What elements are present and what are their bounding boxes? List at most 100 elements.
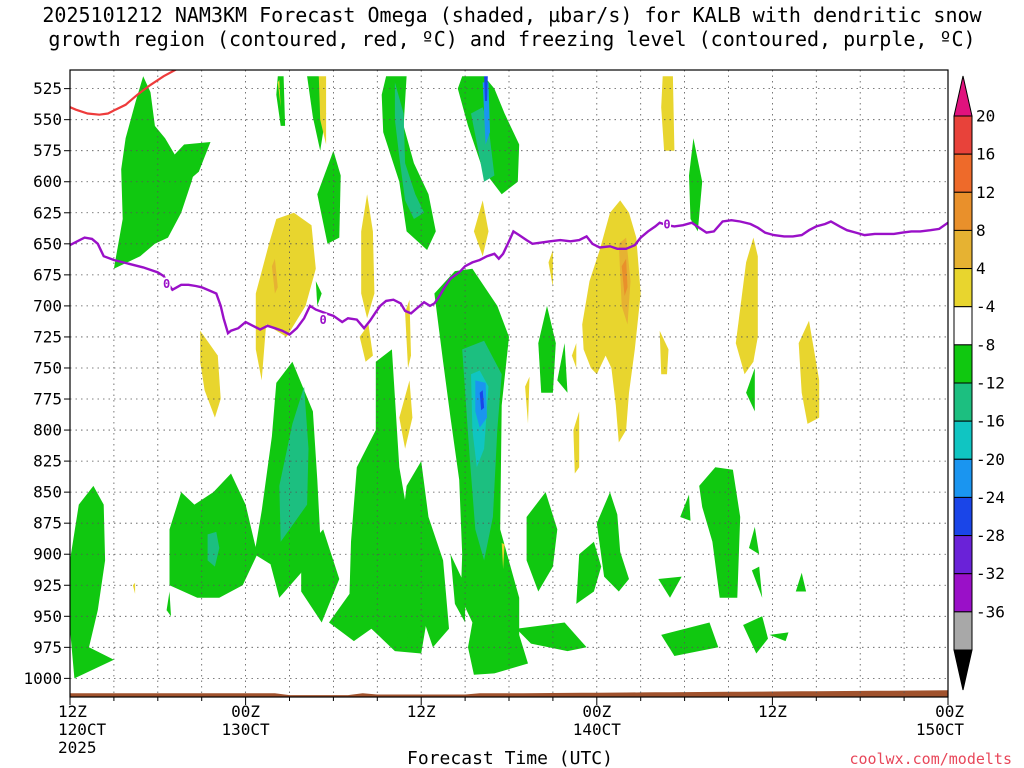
y-tick-label: 600 xyxy=(33,172,62,191)
omega-negative-region xyxy=(166,591,171,617)
y-tick-label: 525 xyxy=(33,79,62,98)
omega-positive-region xyxy=(132,582,136,594)
x-tick-label-time: 00Z xyxy=(582,702,611,721)
chart-title-line-1: 2025101212 NAM3KM Forecast Omega (shaded… xyxy=(42,3,982,27)
freezing-level-contour xyxy=(70,218,948,336)
colorbar-label: -32 xyxy=(976,564,1005,583)
omega-negative-region xyxy=(482,82,490,145)
colorbar-bin xyxy=(953,153,973,193)
omega-positive-region xyxy=(359,324,373,362)
colorbar-bin xyxy=(953,573,973,613)
y-tick-label: 750 xyxy=(33,358,62,377)
colorbar-bin xyxy=(953,496,973,537)
omega-positive-region xyxy=(399,380,413,449)
omega-negative-region xyxy=(689,138,703,232)
x-tick-label-time: 12Z xyxy=(58,702,87,721)
colorbar-bin xyxy=(953,115,973,155)
colorbar-bin xyxy=(953,611,973,651)
colorbar-label: 8 xyxy=(976,221,986,240)
colorbar-label: 12 xyxy=(976,183,995,202)
omega-negative-region xyxy=(484,76,488,101)
x-tick-label-time: 12Z xyxy=(758,702,787,721)
y-tick-label: 800 xyxy=(33,421,62,440)
omega-negative-region xyxy=(538,305,556,393)
y-axis: 525 550 575 600 625 650 675 700 725 750 775 800 825 8… xyxy=(23,79,70,688)
colorbar-label: -16 xyxy=(976,412,1005,431)
y-tick-label: 875 xyxy=(33,514,62,533)
omega-positive-region xyxy=(405,299,411,368)
colorbar-label: 16 xyxy=(976,145,995,164)
omega-negative-region xyxy=(276,76,286,126)
colorbar-bin xyxy=(953,268,973,308)
x-tick-label-date: 120CT xyxy=(58,720,107,739)
omega-negative-region xyxy=(450,554,466,623)
colorbar-label: -20 xyxy=(976,450,1005,469)
omega-negative-region xyxy=(207,531,220,567)
omega-positive-region xyxy=(621,258,628,296)
colorbar-label: -8 xyxy=(976,335,995,354)
omega-negative-region xyxy=(370,430,382,493)
colorbar-bin xyxy=(953,191,973,231)
plot-area: 0 0 0 xyxy=(69,69,949,698)
colorbar-bin xyxy=(953,458,973,498)
colorbar-bin xyxy=(953,382,973,422)
omega-negative-region xyxy=(680,494,691,521)
omega-negative-region xyxy=(329,349,429,654)
omega-negative-region xyxy=(557,343,568,393)
y-tick-label: 625 xyxy=(33,203,62,222)
chart-title-line-2: growth region (contoured, red, ºC) and f… xyxy=(48,27,975,51)
y-tick-label: 850 xyxy=(33,483,62,502)
contour-label-background xyxy=(162,277,171,290)
omega-negative-region xyxy=(317,150,341,244)
omega-shading xyxy=(70,76,820,679)
credit-text: coolwx.com/modelts xyxy=(849,750,1012,768)
contour-lines: 0 0 0 xyxy=(70,70,948,336)
omega-negative-region xyxy=(315,281,322,306)
contour-label-background xyxy=(663,217,672,230)
x-tick-label-time: 00Z xyxy=(231,702,260,721)
y-tick-label: 575 xyxy=(33,141,62,160)
omega-negative-region xyxy=(769,632,789,642)
x-axis-label: Forecast Time (UTC) xyxy=(407,748,613,768)
colorbar-bottom-triangle xyxy=(953,649,973,691)
y-tick-label: 675 xyxy=(33,265,62,284)
omega-negative-region xyxy=(113,76,202,269)
x-tick-label-year: 2025 xyxy=(58,738,97,757)
y-tick-label: 950 xyxy=(33,607,62,626)
freezing-level-label: 0 xyxy=(320,313,327,327)
omega-positive-region xyxy=(473,200,489,257)
colorbar-label: -36 xyxy=(976,602,1005,621)
omega-positive-region xyxy=(525,376,530,424)
x-tick-label-time: 12Z xyxy=(407,702,436,721)
colorbar: 20 16 12 8 4 -4 -8 -12 -16 -20 -24 -28 -32 -36 xyxy=(953,75,1005,691)
omega-negative-region xyxy=(746,368,755,412)
colorbar-bin xyxy=(953,344,973,384)
colorbar-bin xyxy=(953,306,973,346)
colorbar-label: -28 xyxy=(976,526,1005,545)
colorbar-bin xyxy=(953,229,973,270)
omega-negative-region xyxy=(658,576,682,598)
y-tick-label: 650 xyxy=(33,234,62,253)
omega-negative-region xyxy=(795,572,807,592)
omega-negative-region xyxy=(751,566,763,598)
freezing-level-label: 0 xyxy=(163,277,170,291)
y-tick-label: 975 xyxy=(33,638,62,657)
y-tick-label: 900 xyxy=(33,545,62,564)
y-tick-label: 700 xyxy=(33,296,62,315)
omega-negative-region xyxy=(596,492,629,592)
omega-negative-region xyxy=(749,526,760,555)
omega-negative-region xyxy=(301,529,340,623)
colorbar-label: -4 xyxy=(976,297,995,316)
omega-negative-region xyxy=(471,107,495,182)
colorbar-label: 4 xyxy=(976,259,986,278)
omega-negative-region xyxy=(160,142,211,188)
omega-positive-region xyxy=(501,543,505,570)
omega-positive-region xyxy=(271,258,278,294)
omega-positive-region xyxy=(661,76,675,151)
dendritic-growth-contour xyxy=(70,70,178,116)
omega-positive-region xyxy=(548,250,553,288)
omega-positive-region xyxy=(659,330,669,375)
x-tick-label-time: 00Z xyxy=(935,702,964,721)
omega-negative-region xyxy=(576,541,602,604)
